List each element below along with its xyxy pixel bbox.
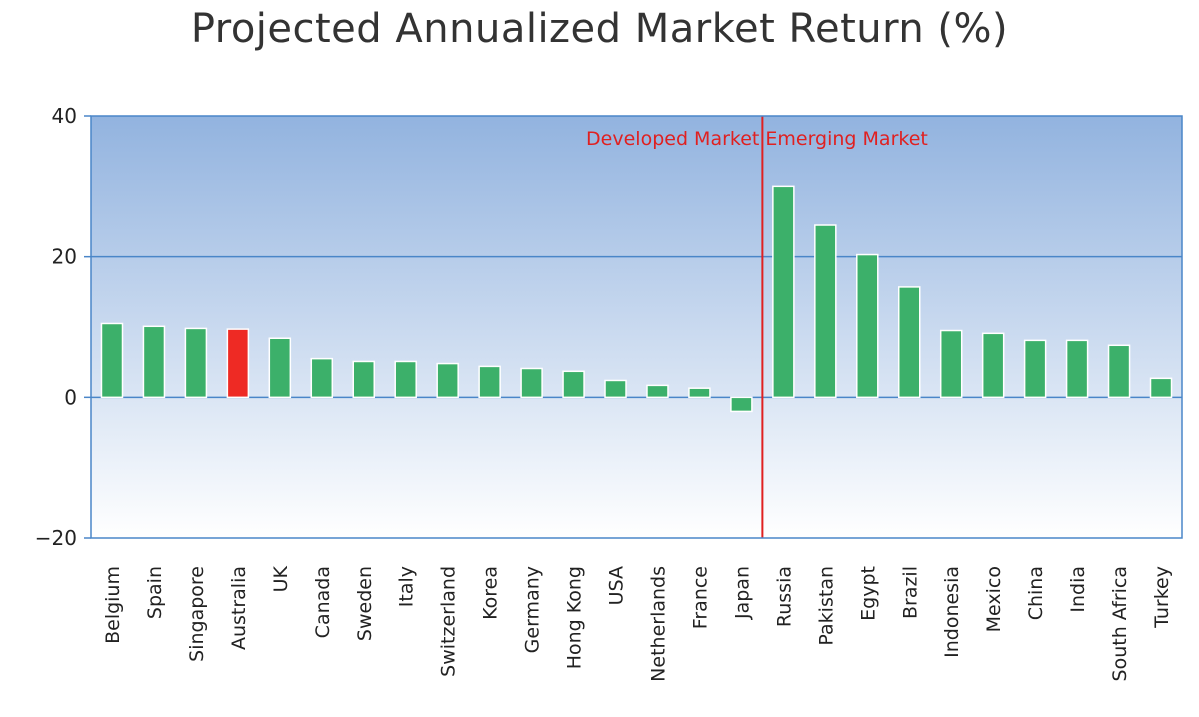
bar-switzerland xyxy=(436,362,459,399)
bar-belgium xyxy=(100,322,124,399)
y-tick-label: −20 xyxy=(35,526,77,550)
x-tick-label: Indonesia xyxy=(941,566,963,658)
x-tick-label: South Africa xyxy=(1109,566,1131,681)
bar-korea xyxy=(478,365,501,399)
bar-netherlands xyxy=(646,384,669,399)
bar-china xyxy=(1023,339,1047,399)
x-tick-label: Belgium xyxy=(102,566,124,644)
bar-turkey xyxy=(1149,377,1173,399)
x-tick-label: France xyxy=(689,566,711,629)
x-tick-label: Italy xyxy=(396,566,418,607)
x-tick-label: Pakistan xyxy=(815,566,837,646)
bar-sweden xyxy=(352,360,375,399)
emerging-market-label: Emerging Market xyxy=(765,128,927,150)
plot-border xyxy=(90,115,1183,539)
x-tick-label: Germany xyxy=(522,566,544,653)
y-tick-label: 0 xyxy=(64,385,77,409)
x-tick-label: India xyxy=(1067,566,1089,613)
x-tick-label: Korea xyxy=(480,566,502,620)
x-tick-label: Turkey xyxy=(1151,566,1173,629)
bar-france xyxy=(688,387,711,399)
x-tick-label: Russia xyxy=(773,566,795,627)
y-tick-label: 20 xyxy=(52,245,77,269)
x-tick-label: Singapore xyxy=(186,566,208,662)
y-tick-label: 40 xyxy=(52,104,77,128)
chart-title: Projected Annualized Market Return (%) xyxy=(190,6,1009,52)
bar-india xyxy=(1065,339,1089,399)
x-tick-label: China xyxy=(1025,566,1047,620)
bar-mexico xyxy=(981,332,1005,399)
x-tick-label: Switzerland xyxy=(438,566,460,677)
plot-area xyxy=(91,116,1182,538)
bar-usa xyxy=(604,379,627,399)
bar-spain xyxy=(142,325,166,399)
x-tick-label: UK xyxy=(270,565,292,592)
bar-canada xyxy=(310,357,334,399)
bar-egypt xyxy=(856,253,879,399)
bar-japan xyxy=(730,396,753,413)
x-axis-ticks: Belgium Spain Singapore Australia UK Canada Sw… xyxy=(102,565,1173,681)
x-tick-label: Mexico xyxy=(983,566,1005,632)
x-tick-label: Netherlands xyxy=(647,566,669,682)
bar-brazil xyxy=(898,286,921,399)
bars xyxy=(100,185,1173,413)
bar-hong-kong xyxy=(562,370,585,399)
bar-australia xyxy=(226,328,250,399)
x-tick-label: Sweden xyxy=(354,566,376,641)
bar-south-africa xyxy=(1107,344,1131,399)
x-tick-label: Australia xyxy=(228,566,250,650)
y-axis-ticks: 40 20 0 −20 xyxy=(35,104,91,550)
x-tick-label: Japan xyxy=(731,566,753,620)
bar-indonesia xyxy=(939,329,963,399)
bar-uk xyxy=(268,337,292,399)
bar-pakistan xyxy=(814,224,837,399)
bar-russia xyxy=(772,185,795,399)
x-tick-label: Canada xyxy=(312,566,334,638)
developed-market-label: Developed Market xyxy=(586,128,759,150)
market-divider: Developed Market Emerging Market xyxy=(586,116,928,538)
x-tick-label: Brazil xyxy=(899,566,921,619)
x-tick-label: Hong Kong xyxy=(564,566,586,669)
x-tick-label: Spain xyxy=(144,566,166,619)
bar-singapore xyxy=(184,327,208,399)
x-tick-label: USA xyxy=(606,566,628,605)
bar-germany xyxy=(520,367,543,399)
bar-italy xyxy=(394,360,417,399)
x-tick-label: Egypt xyxy=(857,566,879,621)
